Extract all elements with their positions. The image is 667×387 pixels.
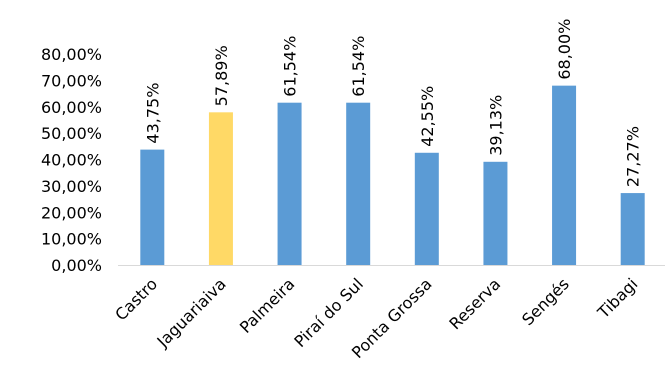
bar-data-label: 68,00% — [555, 19, 574, 80]
bar — [277, 102, 302, 265]
bar-data-label: 39,13% — [486, 95, 505, 156]
bar-data-label: 61,54% — [281, 36, 300, 97]
y-tick-label: 30,00% — [41, 177, 102, 196]
y-tick-label: 60,00% — [41, 98, 102, 117]
y-tick-label: 70,00% — [41, 71, 102, 90]
bar-data-label: 27,27% — [624, 126, 643, 187]
y-tick-label: 40,00% — [41, 151, 102, 170]
bar — [208, 112, 233, 265]
bar — [552, 85, 577, 266]
bar — [414, 152, 439, 265]
y-tick-label: 20,00% — [41, 203, 102, 222]
y-tick-label: 50,00% — [41, 124, 102, 143]
bar — [140, 149, 165, 265]
y-tick-label: 80,00% — [41, 45, 102, 64]
bar — [483, 161, 508, 265]
x-tick-label: Piraí do Sul — [290, 274, 367, 351]
bar — [620, 193, 645, 265]
x-tick-label: Sengés — [518, 274, 573, 329]
x-tick-label: Castro — [111, 274, 161, 324]
y-axis-ticks: 0,00% 10,00% 20,00% 30,00% 40,00% 50,00% 60,00… — [41, 45, 102, 275]
x-tick-label: Tibagi — [593, 274, 641, 322]
y-tick-label: 0,00% — [51, 256, 102, 275]
bars — [140, 85, 645, 266]
bar-data-label: 57,89% — [212, 45, 231, 106]
bar-data-label: 42,55% — [418, 86, 437, 147]
bar-data-label: 43,75% — [143, 83, 162, 144]
data-labels: 43,75% 57,89% 61,54% 61,54% 42,55% 39,13% 68,0… — [143, 19, 642, 187]
x-tick-label: Palmeira — [236, 274, 299, 337]
x-tick-label: Jaguariaiva — [153, 274, 230, 351]
bar-data-label: 61,54% — [349, 36, 368, 97]
y-tick-label: 10,00% — [41, 230, 102, 249]
bar — [346, 102, 371, 265]
x-tick-label: Reserva — [445, 274, 504, 333]
